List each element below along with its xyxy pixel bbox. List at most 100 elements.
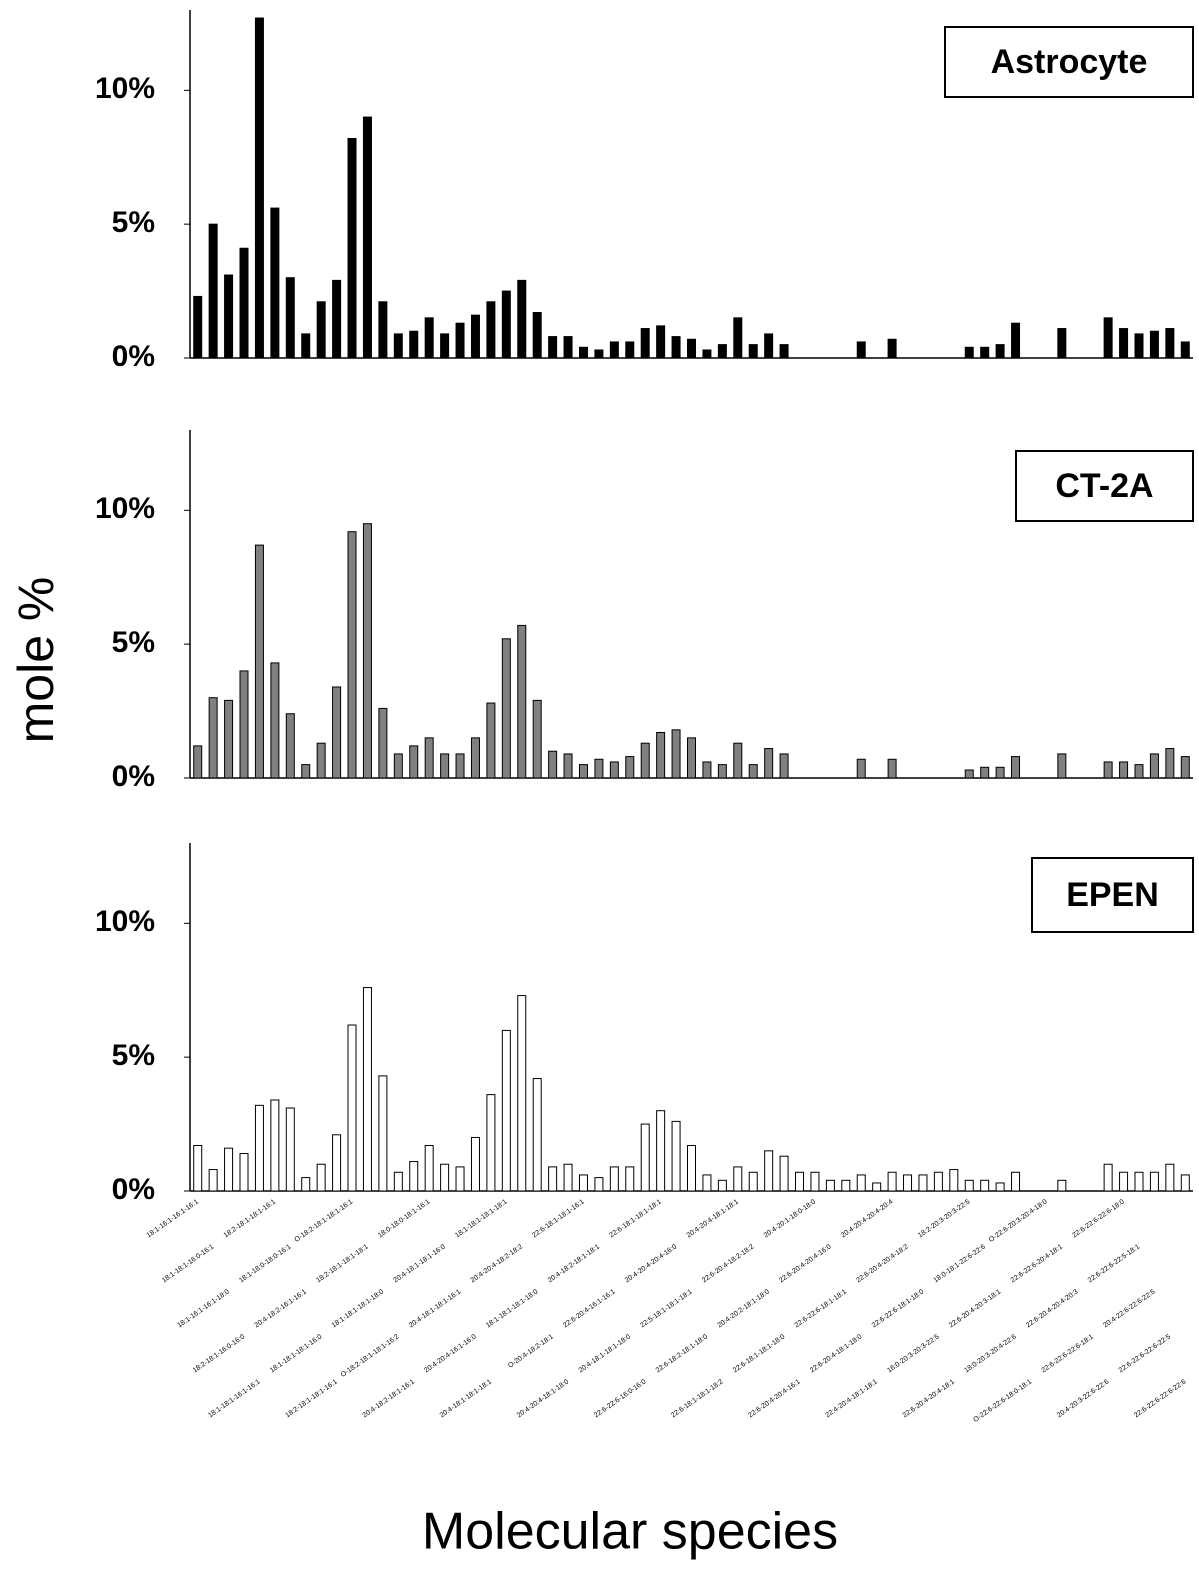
bar <box>517 279 527 359</box>
bar <box>825 1179 835 1192</box>
bar <box>409 330 419 359</box>
x-tick-label: 20:4-18:1-18:1-16:1 <box>408 1288 462 1329</box>
bar <box>810 1171 820 1192</box>
bar <box>270 1099 280 1192</box>
bar <box>671 1120 681 1192</box>
bar <box>1103 317 1113 359</box>
bar <box>332 279 342 359</box>
bar <box>687 737 696 779</box>
bar <box>779 753 789 779</box>
x-tick-label: 22:6-22:6-18:1-18:0 <box>871 1288 925 1329</box>
bar <box>872 1182 882 1192</box>
x-tick-label: 22:4-20:4-18:1-18:1 <box>824 1378 878 1419</box>
bar <box>1134 764 1144 779</box>
bar <box>795 1171 805 1192</box>
bar <box>1119 328 1129 359</box>
bar <box>224 1147 234 1192</box>
bar <box>980 766 990 779</box>
x-tick-label: 20:4-20:2-18:1-18:0 <box>716 1288 770 1329</box>
bar <box>501 638 511 779</box>
bar <box>486 301 496 359</box>
x-tick-label: 20:4-20:4-18:2-18:2 <box>470 1243 524 1284</box>
x-tick-label: 20:4-20:1-18:0-18:0 <box>763 1198 817 1239</box>
bar <box>702 761 712 779</box>
x-tick-label: 22:6-20:4-20:3-18:1 <box>948 1288 1002 1329</box>
x-tick-label: 20:4-20:4-18:1-18:0 <box>516 1378 570 1419</box>
bar <box>733 1166 743 1192</box>
x-tick-label: 20:4-20:4-20:4-16:0 <box>624 1243 678 1284</box>
bar <box>856 341 866 359</box>
x-tick-label: 18:2-18:1-18:1-16:1 <box>284 1378 338 1419</box>
x-tick-label: 20:4-18:1-18:1-18:0 <box>578 1333 632 1374</box>
bar <box>224 699 234 779</box>
bar <box>1149 1171 1159 1192</box>
bar <box>733 317 743 359</box>
bar <box>548 336 558 359</box>
bar <box>764 1150 774 1192</box>
bar <box>301 764 311 779</box>
x-tick-label: 18:1-18:1-18:1-16:0 <box>269 1333 323 1374</box>
bar <box>347 531 357 779</box>
y-tick-label: 10% <box>95 905 155 938</box>
bar <box>903 1174 913 1192</box>
bar <box>563 753 573 779</box>
bar <box>455 322 465 359</box>
bar <box>193 745 203 779</box>
bar <box>764 748 774 779</box>
x-tick-label: 22:6-22:6-22:6-18:1 <box>1041 1333 1095 1374</box>
bar <box>887 1171 897 1192</box>
bar <box>316 1163 326 1192</box>
x-tick-label: 22:6-20:4-18:2-18:2 <box>701 1243 755 1284</box>
bar <box>609 1166 619 1192</box>
bar <box>301 1177 311 1192</box>
bar <box>501 290 511 359</box>
bar <box>995 766 1005 779</box>
bar <box>1165 748 1175 779</box>
bar <box>702 349 712 359</box>
x-tick-label: O-18:2-18:1-18:1-16:2 <box>340 1333 401 1379</box>
bar <box>486 1094 496 1192</box>
bar <box>656 325 666 359</box>
bar <box>254 17 264 359</box>
bar <box>470 1136 480 1192</box>
panel-title: EPEN <box>1066 876 1159 914</box>
bar <box>378 707 388 779</box>
bar <box>316 301 326 359</box>
bar <box>532 1078 542 1192</box>
bar <box>1119 761 1129 779</box>
x-tick-label: 22:6-20:4-18:1-18:0 <box>809 1333 863 1374</box>
bar <box>594 758 604 779</box>
bar <box>548 750 558 779</box>
bar <box>609 341 619 359</box>
x-tick-label: 20:4-20:4-20:4-20:4 <box>840 1198 894 1239</box>
bar <box>578 1174 588 1192</box>
x-tick-label: 18:2-20:3-20:3-22:5 <box>917 1198 971 1239</box>
x-tick-label: 20:4-18:2-16:1-16:1 <box>254 1288 308 1329</box>
x-tick-label: 22:6-22:6-22:6-22:6 <box>1133 1378 1187 1419</box>
x-tick-label: 18:0-18:0-18:1-16:1 <box>377 1198 431 1239</box>
title-box <box>1015 450 1194 522</box>
x-tick-label: 22:6-18:1-18:1-18:2 <box>670 1378 724 1419</box>
x-tick-label: O-22:6-20:3-20:4-18:0 <box>988 1198 1049 1244</box>
bar <box>1149 753 1159 779</box>
bar <box>347 1024 357 1192</box>
bar <box>208 223 218 359</box>
bar <box>856 1174 866 1192</box>
bar <box>1165 328 1175 359</box>
bar <box>594 349 604 359</box>
bar <box>995 1182 1005 1192</box>
bar <box>625 756 635 779</box>
bar <box>1057 328 1067 359</box>
bar <box>1119 1171 1129 1192</box>
bar <box>949 1169 959 1192</box>
x-tick-label: 22:6-20:4-20:4-20:3 <box>1025 1288 1079 1329</box>
bar <box>193 1144 203 1192</box>
bar <box>1180 1174 1190 1192</box>
bar <box>208 1169 218 1192</box>
bar <box>609 761 619 779</box>
bar <box>640 1123 650 1192</box>
x-tick-label: 18:0-20:3-20:4-22:6 <box>963 1333 1017 1374</box>
bar <box>332 1134 342 1192</box>
bar <box>733 742 743 779</box>
bar <box>532 311 542 359</box>
